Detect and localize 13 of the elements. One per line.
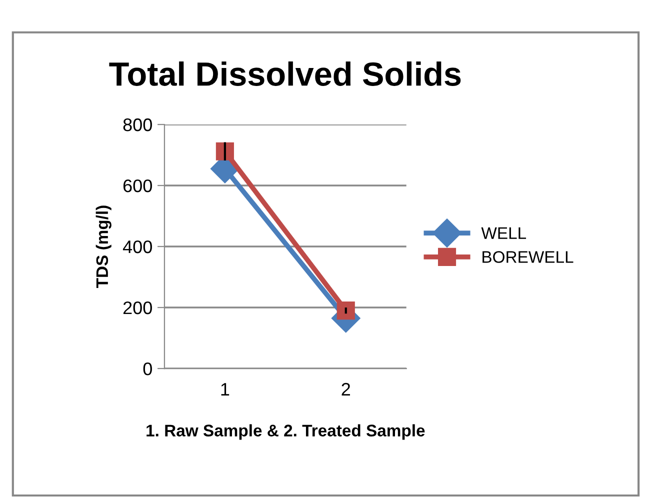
point [336, 302, 355, 320]
y-tick-label: 800 [123, 118, 152, 132]
y-tick-label: 200 [123, 301, 152, 314]
y-tick-label: 0 [143, 362, 152, 376]
x-axis-title: 1. Raw Sample & 2. Treated Sample [146, 424, 425, 440]
y-tick-label: 400 [122, 240, 152, 254]
y-axis-title: TDS (mg/l) [96, 206, 112, 288]
chart-title: Total Dissolved Solids [109, 61, 461, 86]
x-tick-label: 1 [221, 383, 230, 396]
y-tick-label: 600 [123, 179, 152, 192]
x-tick-label: 2 [342, 382, 350, 396]
legend-label: BOREWELL [482, 251, 574, 263]
legend-label: WELL [481, 227, 526, 239]
